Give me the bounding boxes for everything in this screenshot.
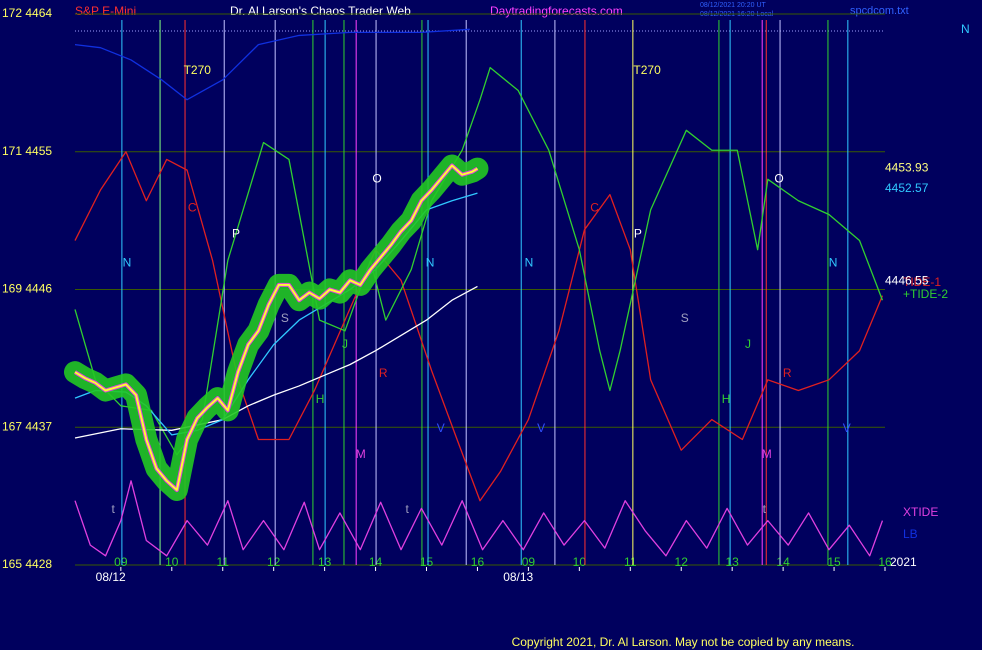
annotation: S bbox=[281, 311, 289, 325]
annotation: N bbox=[123, 256, 132, 270]
annotation: T270 bbox=[184, 63, 212, 77]
series-line bbox=[74, 480, 884, 557]
x-tick-label: 11 bbox=[624, 555, 637, 569]
y-tick-label: 171 4455 bbox=[2, 144, 52, 158]
legend-entry: XTIDE bbox=[903, 505, 938, 519]
annotation: J bbox=[342, 337, 348, 351]
annotation: O bbox=[774, 171, 783, 185]
last-value: 4452.57 bbox=[885, 181, 929, 195]
x-tick-label: 16 bbox=[471, 555, 485, 569]
series-line bbox=[74, 164, 478, 492]
annotation: C bbox=[188, 201, 197, 215]
annotation: N bbox=[829, 256, 838, 270]
annotation: T270 bbox=[633, 63, 661, 77]
y-tick-label: 172 4464 bbox=[2, 6, 52, 20]
date-label: 08/12 bbox=[96, 570, 126, 584]
series-line bbox=[74, 28, 470, 101]
annotation: C bbox=[590, 201, 599, 215]
annotation: t bbox=[763, 502, 767, 516]
x-tick-label: 09 bbox=[522, 555, 536, 569]
y-tick-label: 169 4446 bbox=[2, 282, 52, 296]
source: Daytradingforecasts.com bbox=[490, 4, 623, 18]
x-tick-label: 09 bbox=[114, 555, 128, 569]
chart-title: S&P E-Mini bbox=[75, 4, 136, 18]
annotation: t bbox=[405, 502, 409, 516]
chart-subtitle: Dr. Al Larson's Chaos Trader Web bbox=[230, 4, 411, 18]
x-tick-label: 14 bbox=[776, 555, 790, 569]
annotation: V bbox=[437, 421, 445, 435]
annotation: P bbox=[634, 227, 642, 241]
annotation: S bbox=[681, 311, 689, 325]
annotation: M bbox=[356, 447, 366, 461]
annotation: H bbox=[316, 392, 325, 406]
y-tick-label: 165 4428 bbox=[2, 557, 52, 571]
annotation: M bbox=[762, 447, 772, 461]
annotation: P bbox=[232, 227, 240, 241]
last-value: 4453.93 bbox=[885, 160, 929, 174]
x-tick-label: 16 bbox=[878, 555, 892, 569]
last-value: 4446.55 bbox=[885, 273, 929, 287]
y-tick-label: 167 4437 bbox=[2, 419, 52, 433]
series-line bbox=[74, 151, 884, 502]
annotation: J bbox=[745, 337, 751, 351]
x-tick-label: 10 bbox=[165, 555, 179, 569]
legend-entry: LB bbox=[903, 527, 918, 541]
x-tick-label: 11 bbox=[217, 555, 230, 569]
series-line bbox=[74, 66, 884, 456]
x-tick-label: 15 bbox=[420, 555, 434, 569]
corner-label: N bbox=[961, 22, 970, 36]
file-label: spcdcom.txt bbox=[850, 5, 909, 17]
legend-entry: TIDE-1 bbox=[903, 275, 941, 289]
annotation: N bbox=[426, 256, 435, 270]
annotation: O bbox=[372, 171, 381, 185]
x-tick-label: 13 bbox=[725, 555, 739, 569]
x-tick-label: 10 bbox=[573, 555, 587, 569]
annotation: V bbox=[537, 421, 545, 435]
annotation: V bbox=[843, 421, 851, 435]
annotation: R bbox=[379, 366, 388, 380]
annotation: H bbox=[722, 392, 731, 406]
stamp: 08/12/2021 20:20 UT bbox=[700, 2, 766, 9]
annotation: R bbox=[783, 366, 792, 380]
annotation: N bbox=[525, 256, 534, 270]
copyright: Copyright 2021, Dr. Al Larson. May not b… bbox=[512, 635, 855, 649]
date-label: 08/13 bbox=[503, 570, 533, 584]
year-label: 2021 bbox=[890, 555, 917, 569]
annotation: t bbox=[112, 502, 116, 516]
x-tick-label: 12 bbox=[267, 555, 281, 569]
x-tick-label: 15 bbox=[827, 555, 841, 569]
x-tick-label: 12 bbox=[675, 555, 689, 569]
legend-entry: +TIDE-2 bbox=[903, 287, 948, 301]
